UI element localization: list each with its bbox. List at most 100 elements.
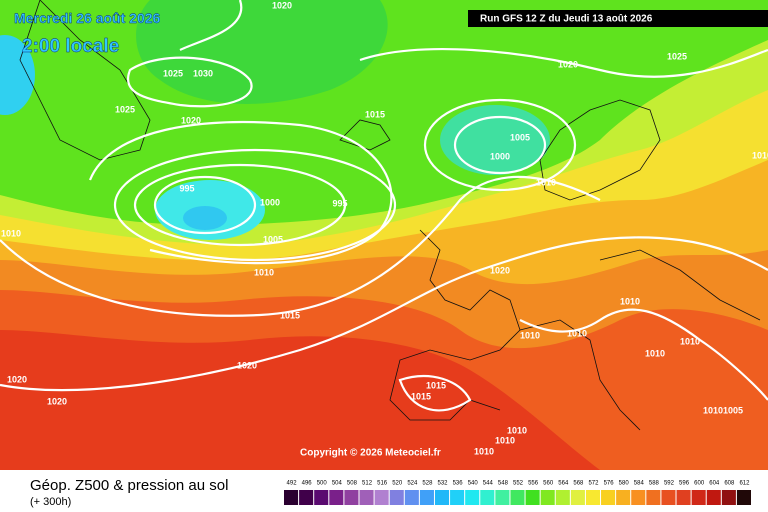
field-deep-green [136, 0, 388, 104]
scale-swatch [691, 490, 706, 505]
scale-label: 504 [332, 481, 343, 487]
isobar-label: 1025 [115, 104, 135, 114]
isobar-label: 1015 [280, 310, 300, 320]
scale-swatch [570, 490, 585, 505]
field-cyan-corner [0, 35, 35, 115]
scale-label: 568 [573, 481, 584, 487]
scale-label: 508 [347, 481, 358, 487]
isobar-label: 995 [179, 183, 194, 193]
isobar [0, 236, 768, 392]
isobar [88, 120, 393, 265]
scale-label: 604 [709, 481, 720, 487]
isobar [133, 163, 347, 247]
copyright: Copyright © 2026 Meteociel.fr [300, 448, 441, 459]
scale-swatch [601, 490, 616, 505]
scale-swatch [510, 490, 525, 505]
isobar-label: 1020 [7, 374, 27, 384]
isobar-label: 1010 [536, 177, 556, 187]
scale-label: 540 [468, 481, 479, 487]
scale-label: 596 [679, 481, 690, 487]
scale-label: 556 [528, 481, 539, 487]
scale-swatch [646, 490, 661, 505]
scale-swatch [540, 490, 555, 505]
scale-label: 576 [604, 481, 615, 487]
isobar-label: 1020 [490, 265, 510, 275]
scale-swatch [419, 490, 434, 505]
scale-swatch [706, 490, 721, 505]
isobar-label: 1020 [272, 0, 292, 10]
scale-label: 496 [302, 481, 313, 487]
footer-lead: (+ 300h) [30, 496, 71, 508]
scale-label: 588 [649, 481, 660, 487]
scale-label: 544 [483, 481, 494, 487]
isobar-label: 1020 [47, 396, 67, 406]
color-scale: 492 496 500 504 508 512 516 520 524 528 532 536 540 5… [284, 481, 751, 505]
isobar-label: 1010 [752, 150, 768, 160]
isobar-label: 1015 [426, 380, 446, 390]
isobar [113, 148, 397, 262]
scale-swatch [389, 490, 404, 505]
scale-swatch [329, 490, 344, 505]
coastline [389, 229, 521, 421]
scale-swatch [314, 490, 329, 505]
scale-swatch [434, 490, 450, 505]
isobar [453, 115, 547, 175]
isobar [423, 98, 577, 192]
map-field [0, 0, 768, 470]
scale-swatch [359, 490, 374, 505]
isobar-label: 1005 [263, 234, 283, 244]
coastline [539, 99, 661, 201]
isobar-label: 1020 [181, 115, 201, 125]
scale-swatch [721, 490, 736, 505]
isobar-label: 1010 [474, 446, 494, 456]
isobar [359, 48, 768, 78]
isobar-label: 1015 [411, 391, 431, 401]
scale-label: 584 [634, 481, 645, 487]
run-banner [468, 10, 768, 27]
scale-label: 520 [392, 481, 403, 487]
scale-label: 532 [438, 481, 449, 487]
coastlines [19, 0, 761, 431]
valid-date: Mercredi 26 août 2026 [14, 10, 161, 26]
scale-swatch [661, 490, 676, 505]
field-blue-core [183, 206, 227, 230]
scale-swatch [495, 490, 510, 505]
isobar [127, 56, 253, 108]
isobar-label: 1025 [667, 51, 687, 61]
scale-label: 572 [588, 481, 599, 487]
isobar [179, 0, 243, 51]
scale-swatch [555, 490, 570, 505]
isobar-label: 1010 [1, 228, 21, 238]
isobar-label: 1030 [193, 68, 213, 78]
scale-label: 492 [287, 481, 298, 487]
scale-swatch [480, 490, 495, 505]
coastline [519, 249, 761, 431]
scale-swatch [299, 490, 314, 505]
scale-label: 560 [543, 481, 554, 487]
scale-label: 528 [422, 481, 433, 487]
isobar [0, 175, 601, 317]
isobar-label: 1000 [490, 151, 510, 161]
isobar-label: 1010 [680, 336, 700, 346]
isobar-label: 1010 [520, 330, 540, 340]
isobar-label: 1010 [620, 296, 640, 306]
scale-label: 512 [362, 481, 373, 487]
isobar-label: 1015 [365, 109, 385, 119]
isobar-label: 1010 [703, 405, 723, 415]
isobar-label: 995 [332, 198, 347, 208]
scale-swatch [374, 490, 389, 505]
scale-label: 580 [619, 481, 630, 487]
scale-label: 552 [513, 481, 524, 487]
isobar-label: 1010 [507, 425, 527, 435]
scale-label: 524 [407, 481, 418, 487]
isobar-label: 1010 [495, 435, 515, 445]
isobar-label: 1005 [510, 132, 530, 142]
isobar-label: 1000 [260, 197, 280, 207]
field-cyan-low [440, 105, 550, 175]
scale-label: 536 [453, 481, 464, 487]
footer-title: Géop. Z500 & pression au sol [30, 477, 228, 494]
scale-label: 592 [664, 481, 675, 487]
scale-swatch [450, 490, 465, 505]
